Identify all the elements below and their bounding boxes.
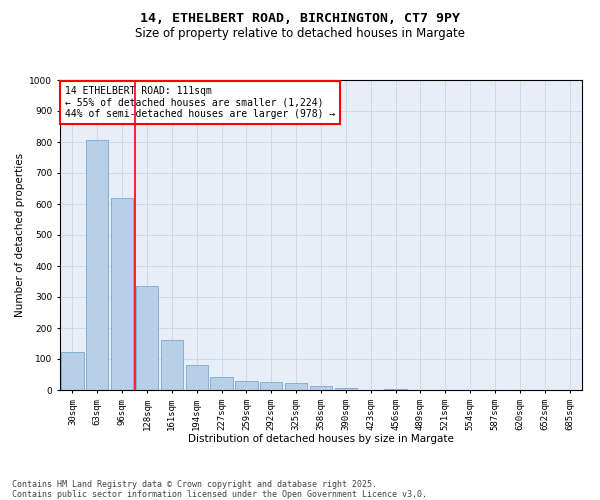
Text: Contains HM Land Registry data © Crown copyright and database right 2025.
Contai: Contains HM Land Registry data © Crown c… xyxy=(12,480,427,499)
Bar xyxy=(335,388,357,390)
Bar xyxy=(161,340,183,390)
Text: Size of property relative to detached houses in Margate: Size of property relative to detached ho… xyxy=(135,28,465,40)
Bar xyxy=(211,377,233,390)
Bar xyxy=(285,383,307,390)
Bar xyxy=(260,382,283,390)
Bar xyxy=(136,286,158,390)
Bar xyxy=(61,352,83,390)
Bar xyxy=(310,386,332,390)
Text: 14 ETHELBERT ROAD: 111sqm
← 55% of detached houses are smaller (1,224)
44% of se: 14 ETHELBERT ROAD: 111sqm ← 55% of detac… xyxy=(65,86,335,120)
Text: 14, ETHELBERT ROAD, BIRCHINGTON, CT7 9PY: 14, ETHELBERT ROAD, BIRCHINGTON, CT7 9PY xyxy=(140,12,460,26)
Bar xyxy=(235,382,257,390)
Bar xyxy=(185,364,208,390)
Y-axis label: Number of detached properties: Number of detached properties xyxy=(15,153,25,317)
Bar xyxy=(111,198,133,390)
X-axis label: Distribution of detached houses by size in Margate: Distribution of detached houses by size … xyxy=(188,434,454,444)
Bar xyxy=(86,140,109,390)
